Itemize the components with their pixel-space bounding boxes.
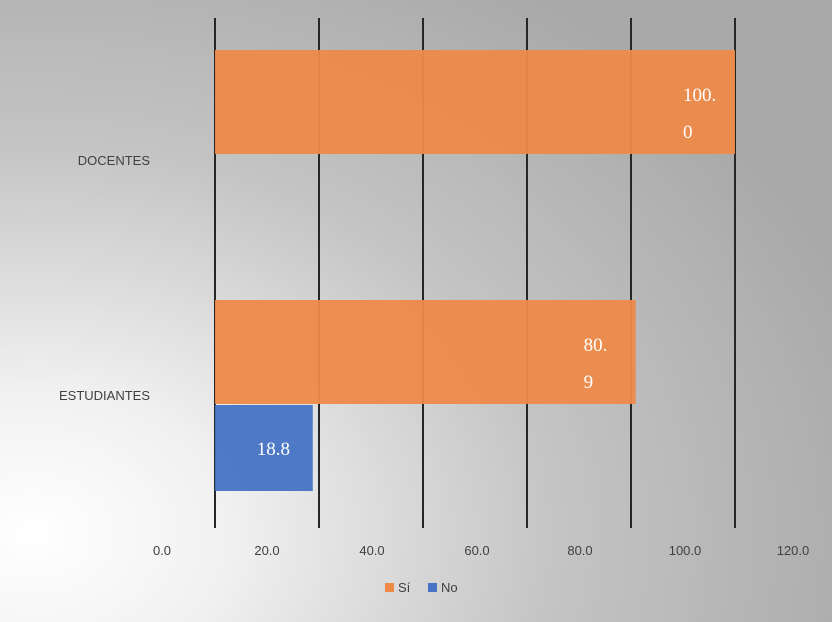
bar [215,50,735,154]
bar [215,405,313,491]
category-label: ESTUDIANTES [59,388,150,403]
data-label: 100. [683,85,716,106]
x-tick-label: 20.0 [254,543,279,558]
x-tick-label: 120.0 [777,543,810,558]
data-label: 0 [683,122,693,143]
legend-swatch [385,583,394,592]
x-tick-label: 0.0 [153,543,171,558]
data-label: 9 [584,372,594,393]
legend-label: No [441,580,458,595]
x-tick-label: 100.0 [669,543,702,558]
category-label: DOCENTES [78,153,151,168]
bar [215,300,636,404]
x-tick-label: 40.0 [359,543,384,558]
data-label: 80. [584,335,608,356]
x-tick-label: 80.0 [567,543,592,558]
legend-label: Sí [398,580,411,595]
x-tick-label: 60.0 [464,543,489,558]
legend-swatch [428,583,437,592]
data-label: 18.8 [257,439,290,460]
